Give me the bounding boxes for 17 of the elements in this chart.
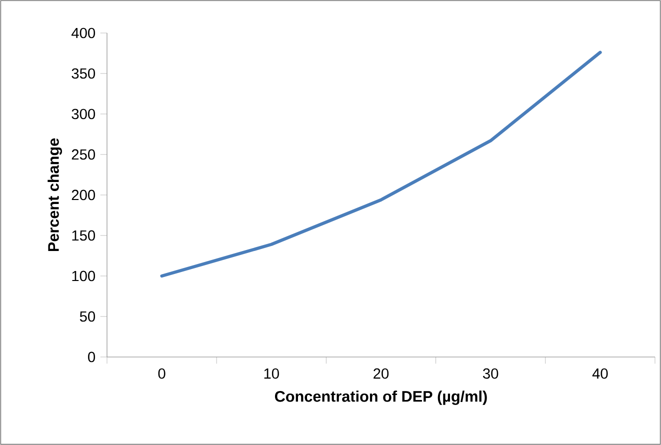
x-axis-title: Concentration of DEP (µg/ml): [274, 390, 487, 405]
y-tick-label: 100: [72, 270, 96, 282]
x-tick-label: 10: [264, 368, 279, 379]
y-tick-label: 50: [80, 311, 96, 322]
y-axis-title: Percent change: [48, 138, 62, 252]
y-tick-label: 150: [72, 230, 96, 241]
line-series: [160, 50, 602, 278]
y-tick-label: 0: [88, 352, 96, 362]
y-tick-label: 300: [72, 108, 96, 120]
y-tick-label: 200: [72, 190, 96, 200]
x-tick-label: 40: [592, 368, 608, 379]
y-tick-label: 400: [71, 28, 96, 38]
x-tick-label: 20: [374, 368, 389, 379]
y-tick-label: 350: [72, 68, 96, 79]
x-tick-label: 30: [483, 368, 498, 379]
y-tick-label: 250: [72, 149, 96, 160]
x-tick-label: 0: [158, 368, 166, 379]
